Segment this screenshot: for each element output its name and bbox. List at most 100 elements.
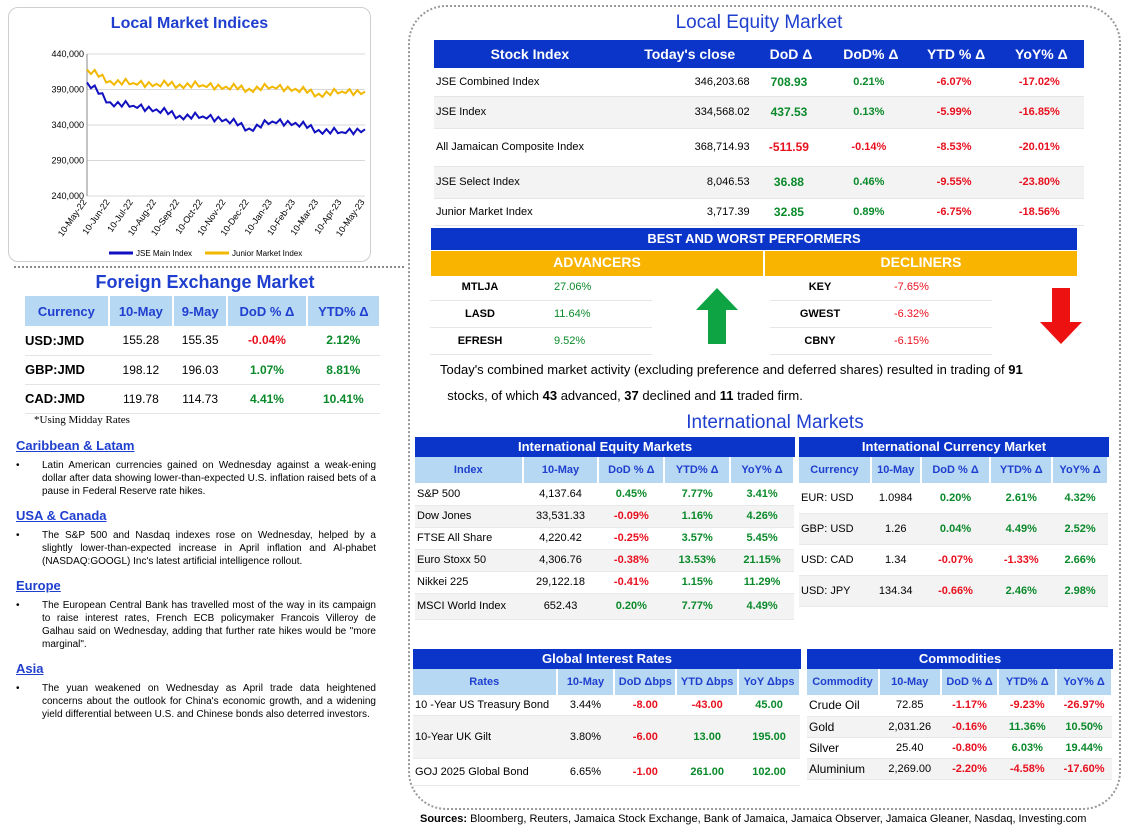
table-cell: 3.41%: [730, 483, 794, 506]
fx-cell: -0.04%: [227, 326, 307, 356]
table-header: 10-May: [556, 669, 616, 695]
table-cell: USD: JPY: [799, 575, 871, 607]
equity-cell: -511.59: [753, 128, 829, 167]
news-item: The S&P 500 and Nasdaq indexes rose on W…: [16, 529, 376, 568]
equity-cell: -9.55%: [913, 166, 999, 199]
performer-row: CBNY -6.15%: [770, 328, 992, 355]
table-cell: 6.65%: [556, 758, 615, 786]
intl-currency-title: International Currency Market: [799, 437, 1109, 457]
performer-change: -6.15%: [894, 335, 929, 347]
table-cell: Crude Oil: [807, 695, 879, 717]
table-cell: -0.38%: [598, 549, 665, 572]
performer-change: 11.64%: [554, 308, 591, 320]
news-item: Latin American currencies gained on Wedn…: [16, 459, 376, 498]
table-cell: 2.61%: [990, 483, 1053, 514]
table-cell: Nikkei 225: [415, 571, 523, 594]
table-cell: 5.45%: [730, 527, 794, 550]
table-header: Rates: [413, 669, 558, 695]
table-cell: 4,137.64: [522, 483, 599, 506]
chart-title: Local Market Indices: [110, 15, 269, 32]
table-cell: GOJ 2025 Global Bond: [413, 758, 557, 786]
news-heading: USA & Canada: [16, 508, 107, 523]
table-header: YoY% Δ: [1052, 457, 1109, 483]
table-cell: 1.16%: [664, 505, 731, 528]
intl-equity-table: Index 10-May DoD % Δ YTD% Δ YoY% Δ S&P 500 4,1…: [415, 457, 795, 620]
table-cell: 2.98%: [1052, 575, 1108, 607]
table-row: Dow Jones 33,531.33 -0.09% 1.16% 4.26%: [415, 505, 794, 528]
table-cell: 2,031.26: [878, 716, 941, 738]
table-cell: 2.46%: [990, 575, 1053, 607]
y-tick-label: 440,000: [51, 49, 84, 59]
table-header: YTD% Δ: [664, 457, 732, 483]
equity-header: Today's close: [625, 40, 754, 68]
intl-title: International Markets: [686, 412, 864, 433]
table-cell: 4,306.76: [522, 549, 599, 572]
table-cell: 3.80%: [556, 715, 615, 759]
equity-cell: 8,046.53: [625, 166, 754, 199]
table-cell: 29,122.18: [522, 571, 599, 594]
table-cell: 10-Year UK Gilt: [413, 715, 557, 759]
equity-cell: JSE Combined Index: [434, 68, 626, 97]
table-cell: 1.26: [870, 513, 921, 545]
table-header: Commodity: [807, 669, 880, 695]
table-cell: -0.16%: [940, 716, 999, 738]
table-row: GBP: USD 1.26 0.04% 4.49% 2.52%: [799, 513, 1108, 545]
y-tick-label: 240,000: [51, 191, 84, 201]
table-cell: 19.44%: [1056, 737, 1112, 759]
equity-cell: 368,714.93: [625, 128, 754, 167]
performer-symbol: EFRESH: [457, 335, 503, 347]
performer-row: KEY -7.65%: [770, 274, 992, 301]
table-cell: 4,220.42: [522, 527, 599, 550]
performer-symbol: CBNY: [804, 335, 836, 347]
table-cell: 1.0984: [870, 483, 921, 514]
equity-table: Stock Index Today's close DoD Δ DoD% Δ YTD %…: [434, 40, 1084, 226]
equity-cell: 0.21%: [828, 68, 914, 97]
commodities-table: Commodity 10-May DoD % Δ YTD% Δ YoY% Δ Crude …: [807, 669, 1113, 780]
table-cell: 11.29%: [730, 571, 794, 594]
table-cell: Aluminium: [807, 758, 879, 780]
y-tick-label: 290,000: [51, 156, 84, 166]
up-arrow-icon: [696, 288, 738, 344]
intl-equity-title: International Equity Markets: [415, 437, 795, 457]
table-header: DoD Δbps: [614, 669, 678, 695]
sources: Sources: Bloomberg, Reuters, Jamaica Sto…: [420, 813, 1087, 825]
table-cell: Gold: [807, 716, 879, 738]
table-cell: 10 -Year US Treasury Bond: [413, 695, 557, 716]
table-cell: 3.44%: [556, 695, 615, 716]
table-cell: 1.15%: [664, 571, 731, 594]
table-cell: 6.03%: [998, 737, 1057, 759]
series-line-1: [86, 68, 366, 99]
equity-row: All Jamaican Composite Index 368,714.93 -5…: [434, 128, 1084, 167]
news-heading: Caribbean & Latam: [16, 438, 135, 453]
table-row: USD: CAD 1.34 -0.07% -1.33% 2.66%: [799, 544, 1108, 576]
table-row: Crude Oil 72.85 -1.17% -9.23% -26.97%: [807, 695, 1112, 717]
fx-header: YTD% Δ: [306, 296, 382, 326]
performer-row: GWEST -6.32%: [770, 301, 992, 328]
equity-cell: 708.93: [753, 68, 829, 97]
table-cell: GBP: USD: [799, 513, 871, 545]
equity-cell: -23.80%: [998, 166, 1084, 199]
table-row: 10-Year UK Gilt 3.80% -6.00 13.00 195.00: [413, 715, 800, 759]
equity-row: JSE Index 334,568.02 437.53 0.13% -5.99% -16.…: [434, 96, 1084, 129]
left-divider: [14, 266, 404, 268]
fx-cell: USD:JMD: [25, 326, 109, 356]
equity-cell: 36.88: [753, 166, 829, 199]
advancers-list: MTLJA 27.06% LASD 11.64% EFRESH 9.52%: [430, 274, 652, 355]
equity-header: Stock Index: [434, 40, 626, 68]
table-cell: 4.26%: [730, 505, 794, 528]
decliners-list: KEY -7.65% GWEST -6.32% CBNY -6.15%: [770, 274, 992, 355]
equity-cell: 437.53: [753, 96, 829, 129]
table-row: MSCI World Index 652.43 0.20% 7.77% 4.49%: [415, 593, 794, 620]
equity-cell: 0.46%: [828, 166, 914, 199]
intl-currency-table: Currency 10-May DoD % Δ YTD% Δ YoY% Δ EUR: US…: [799, 457, 1109, 607]
equity-cell: 32.85: [753, 198, 829, 226]
news-heading: Asia: [16, 661, 44, 676]
table-row: Euro Stoxx 50 4,306.76 -0.38% 13.53% 21.15%: [415, 549, 794, 572]
table-header: 10-May: [878, 669, 942, 695]
table-header: 10-May: [870, 457, 922, 483]
table-cell: -1.00: [614, 758, 677, 786]
fx-cell: CAD:JMD: [25, 384, 109, 414]
performer-row: EFRESH 9.52%: [430, 328, 652, 355]
table-row: FTSE All Share 4,220.42 -0.25% 3.57% 5.45%: [415, 527, 794, 550]
performer-symbol: GWEST: [799, 308, 841, 320]
